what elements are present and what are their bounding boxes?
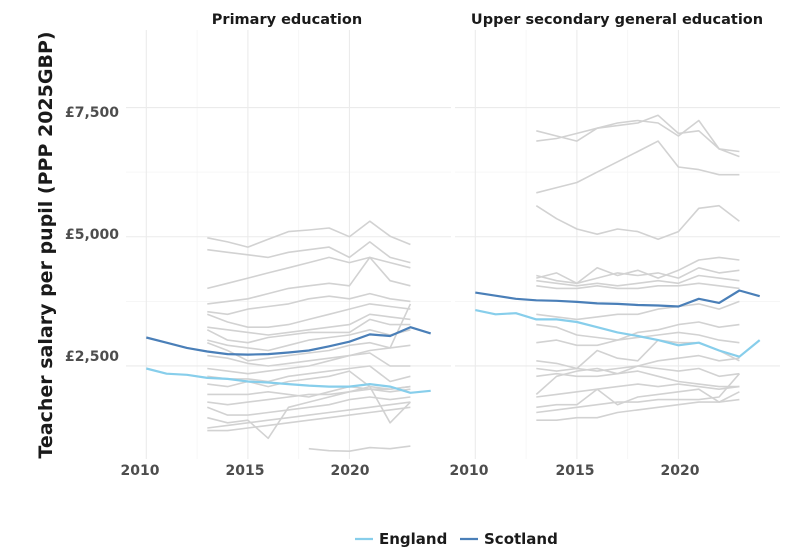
series-line-other-1 [207,220,411,248]
series-line-other-7 [536,274,740,287]
series-line-scotland [146,326,432,356]
series-line-other-18 [207,401,411,429]
legend-label-england: England [379,530,447,548]
y-tick-label: £7,500 [65,105,119,121]
y-axis-label: Teacher salary per pupil (PPP 2025GBP) [35,31,57,458]
x-tick-label: 2020 [331,463,370,479]
series-line-other-13 [536,354,740,372]
panel-primary-education: Primary education 2010 2015 2020 [121,12,451,479]
series-line-other-11 [207,303,412,367]
y-tick-label: £2,500 [65,349,119,365]
series-line-other-1 [536,119,740,153]
series-line-other-14 [536,365,740,378]
series-line-other-13 [207,365,411,383]
series-line-other-11 [536,331,740,347]
series-line-other-12 [536,339,740,370]
series-line-other-3 [536,140,740,194]
series-line-england [146,367,431,394]
series-line-other-6 [207,303,411,328]
x-tick-label: 2015 [226,463,265,479]
series-line-other-19 [207,406,411,432]
x-tick-label: 2010 [450,463,489,479]
series-line-other-5 [536,256,740,285]
series-line-other-2 [207,241,411,264]
x-tick-label: 2010 [121,463,160,479]
series-line-scotland [475,289,760,308]
series-line-other-4 [207,256,411,305]
series-line-other-4 [535,204,740,241]
series-line-other-16 [207,385,411,406]
series-line-other-3 [207,256,411,290]
series-line-other-10 [207,341,411,362]
series-line-england [475,309,761,358]
series-line-other-9 [207,329,411,352]
y-tick-label: £5,000 [65,227,119,243]
panel-title: Upper secondary general education [471,12,763,28]
panel-title: Primary education [212,12,362,28]
series-line-other-14 [207,370,411,390]
x-tick-label: 2015 [556,463,595,479]
series-line-other-6 [536,267,740,285]
series-line-other-5 [207,292,411,316]
legend: England Scotland [355,530,558,548]
series-line-other-8 [536,282,740,290]
series-line-other-18 [536,373,741,414]
legend-label-scotland: Scotland [484,530,558,548]
series-line-other-10 [536,321,740,341]
series-line-other-7 [207,313,411,336]
series-line-other-8 [206,318,411,344]
series-line-other-12 [207,352,411,375]
x-tick-label: 2020 [661,463,700,479]
series-line-other-15 [207,385,411,398]
series-line-other-17 [536,388,740,409]
series-line-other-20 [207,385,411,440]
series-line-other-15 [535,367,740,395]
series-line-other-19 [536,398,740,421]
series-line-other-9 [536,300,740,321]
series-line-other-2 [536,114,740,158]
panel-upper-secondary-general-education: Upper secondary general education 2010 2… [450,12,780,479]
series-line-other-21 [308,445,411,452]
series-line-other-16 [536,383,740,398]
